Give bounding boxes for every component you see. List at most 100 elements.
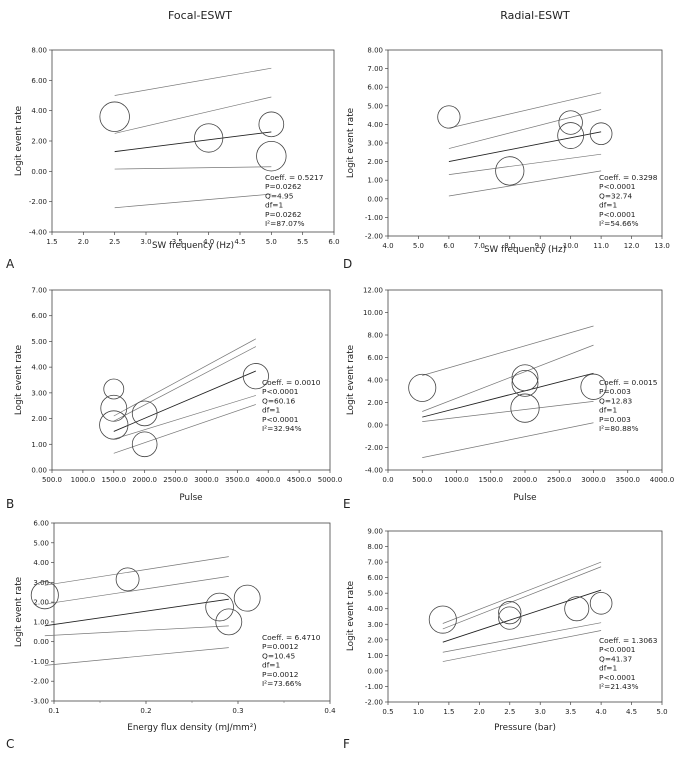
- x-axis-label: SW frequency (Hz): [484, 245, 566, 255]
- y-tick-label: -3.00: [31, 698, 49, 706]
- y-tick-label: 3.00: [31, 389, 47, 397]
- stats-line: P=0.0262: [265, 182, 302, 191]
- y-tick-label: 6.00: [31, 77, 47, 85]
- stats-line: Coeff. = 0.5217: [265, 173, 324, 182]
- y-tick-label: 12.00: [363, 287, 383, 295]
- y-axis-label: Logit event rate: [14, 577, 24, 647]
- y-axis-label: Logit event rate: [346, 581, 356, 651]
- stats-line: I²=21.43%: [599, 682, 639, 691]
- study-bubble: [30, 581, 59, 610]
- interval-line: [114, 96, 272, 134]
- y-axis-label: Logit event rate: [14, 345, 24, 415]
- regression-line: [44, 598, 229, 627]
- stats-line: Q=10.45: [262, 651, 295, 660]
- chart-panel-b: 0.00 1.00 2.00 3.00 4.00 5.00 6.00 7.00 500.0 100…: [6, 287, 342, 512]
- interval-line: [114, 67, 272, 96]
- study-bubble: [510, 393, 540, 423]
- chart-panel-d: -2.00 -1.00 0.00 1.00 2.00 3.00 4.00 5.00 6.00 7.…: [343, 47, 670, 272]
- interval-line: [448, 92, 602, 129]
- y-tick-label: 10.00: [363, 309, 383, 317]
- x-tick-label: 2.0: [474, 708, 485, 716]
- stats-line: Coeff. = 1.3063: [599, 636, 658, 645]
- study-bubble: [564, 596, 590, 622]
- panel-label: F: [343, 737, 350, 751]
- y-tick-label: 8.00: [31, 47, 47, 55]
- y-tick-label: 6.00: [367, 84, 383, 92]
- study-bubble: [242, 363, 269, 390]
- plot-frame: [387, 49, 663, 237]
- study-bubble: [589, 591, 613, 615]
- stats-line: I²=32.94%: [262, 424, 302, 433]
- y-tick-label: 8.00: [367, 332, 383, 340]
- interval-line: [422, 401, 594, 422]
- stats-line: df=1: [262, 661, 280, 670]
- stats-line: Q=12.83: [599, 396, 632, 405]
- study-bubble: [495, 156, 525, 186]
- stats-line: Coeff. = 0.0015: [599, 378, 658, 387]
- stats-line: P=0.0012: [262, 670, 299, 679]
- y-tick-label: 1.00: [367, 652, 383, 660]
- stats-line: P=0.003: [599, 415, 631, 424]
- plot-frame: [51, 49, 335, 233]
- study-bubble: [558, 110, 583, 135]
- study-bubble: [256, 140, 287, 172]
- y-tick-label: 1.00: [33, 618, 49, 626]
- y-tick-label: 5.00: [31, 338, 47, 346]
- regression-line: [114, 131, 272, 153]
- study-bubble: [511, 364, 539, 392]
- stats-line: P<0.0001: [599, 182, 636, 191]
- x-tick-label: 1.0: [413, 708, 424, 716]
- stats-line: I²=54.66%: [599, 219, 639, 228]
- x-tick-label: 0.0: [382, 476, 393, 484]
- study-bubble: [131, 431, 158, 458]
- stats-line: df=1: [599, 201, 617, 210]
- interval-line: [448, 109, 602, 149]
- x-tick-label: 3.5: [565, 708, 576, 716]
- column-title-focal: Focal-ESWT: [167, 9, 232, 22]
- study-bubble: [557, 122, 585, 149]
- stats-line: Q=4.95: [265, 191, 294, 200]
- study-bubble: [233, 584, 261, 612]
- x-tick-label: 0.2: [140, 707, 151, 715]
- y-tick-label: 5.00: [367, 590, 383, 598]
- interval-line: [422, 422, 594, 458]
- panel-label: E: [343, 497, 351, 511]
- y-tick-label: 6.00: [367, 354, 383, 362]
- x-tick-label: 4000.0: [650, 476, 675, 484]
- stats-line: Coeff. = 6.4710: [262, 633, 321, 642]
- x-tick-label: 0.5: [382, 708, 393, 716]
- y-tick-label: 7.00: [367, 559, 383, 567]
- x-tick-label: 2500.0: [163, 476, 188, 484]
- y-tick-label: 8.00: [367, 47, 383, 55]
- regression-line: [442, 589, 602, 643]
- interval-line: [442, 561, 602, 624]
- study-bubble: [194, 123, 224, 153]
- x-tick-label: 2.5: [109, 238, 120, 246]
- y-tick-label: 6.00: [31, 312, 47, 320]
- y-tick-label: -1.00: [365, 683, 383, 691]
- x-axis-label: Pressure (bar): [494, 723, 556, 733]
- column-title-radial: Radial-ESWT: [500, 9, 570, 22]
- y-tick-label: -4.00: [365, 467, 383, 475]
- y-tick-label: -1.00: [365, 214, 383, 222]
- study-bubble: [511, 369, 539, 397]
- y-tick-label: -2.00: [365, 233, 383, 241]
- x-tick-label: 5.0: [266, 238, 277, 246]
- panel-label: B: [6, 497, 14, 511]
- x-tick-label: 6.0: [443, 242, 454, 250]
- study-bubble: [408, 373, 437, 402]
- y-tick-label: 4.00: [367, 605, 383, 613]
- x-tick-label: 3500.0: [225, 476, 250, 484]
- y-tick-label: 2.00: [33, 599, 49, 607]
- stats-line: df=1: [599, 406, 617, 415]
- interval-line: [114, 193, 272, 209]
- x-tick-label: 7.0: [474, 242, 485, 250]
- y-tick-label: 3.00: [33, 579, 49, 587]
- study-bubble: [498, 601, 522, 625]
- stats-line: P<0.0001: [262, 415, 299, 424]
- x-tick-label: 5.0: [656, 708, 667, 716]
- x-tick-label: 1500.0: [479, 476, 504, 484]
- x-tick-label: 4500.0: [287, 476, 312, 484]
- stats-line: Q=60.16: [262, 396, 295, 405]
